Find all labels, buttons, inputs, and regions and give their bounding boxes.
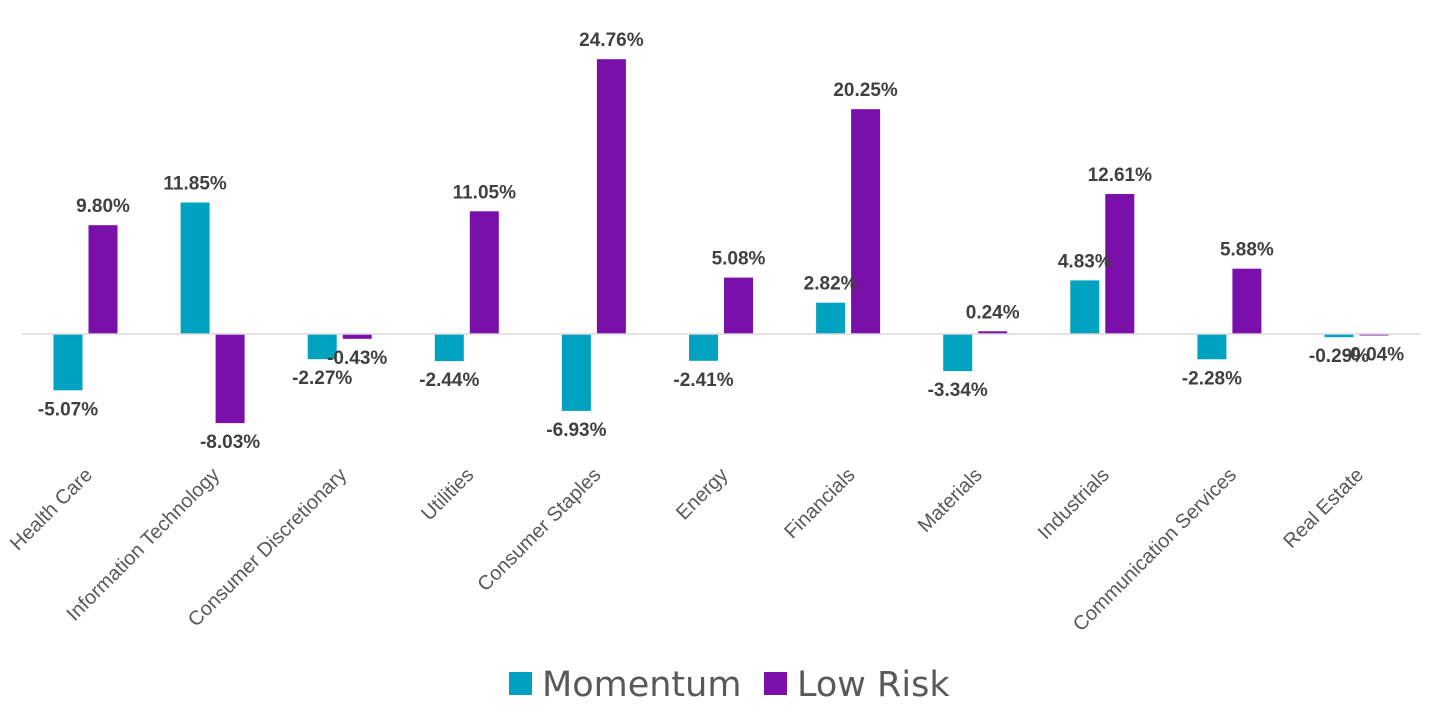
- bar-low-risk: [88, 225, 118, 334]
- legend-item-momentum: Momentum: [509, 665, 741, 705]
- bar-momentum: [53, 334, 83, 391]
- bar-low-risk: [469, 211, 499, 334]
- data-label: 20.25%: [833, 80, 898, 101]
- data-label: 24.76%: [579, 30, 644, 51]
- bar-low-risk: [215, 334, 245, 424]
- data-label: 0.24%: [966, 302, 1020, 323]
- legend-item-low-risk: Low Risk: [764, 665, 950, 705]
- data-label: 5.88%: [1220, 240, 1274, 261]
- bar-low-risk: [724, 277, 753, 334]
- category-label: Financials: [780, 464, 859, 543]
- data-label: -6.93%: [546, 420, 606, 441]
- bars-group: [53, 59, 1389, 424]
- data-label: -2.41%: [673, 370, 733, 391]
- bar-momentum: [180, 202, 210, 334]
- data-label: -0.29%: [1309, 346, 1369, 367]
- legend: Momentum Low Risk: [509, 665, 950, 705]
- bar-momentum: [1197, 334, 1227, 360]
- data-labels-group: -5.07% 9.80% 11.85% -8.03% -2.27%-0.43% -2.44…: [38, 30, 1404, 453]
- bar-momentum: [307, 334, 337, 360]
- data-label: 12.61%: [1088, 165, 1153, 186]
- category-label: Utilities: [417, 464, 478, 525]
- data-label: -2.27%: [292, 368, 352, 389]
- bar-low-risk: [851, 109, 881, 334]
- bar-low-risk: [596, 59, 626, 334]
- category-label: Health Care: [6, 464, 97, 555]
- data-label: 11.05%: [453, 182, 516, 203]
- data-label: -0.43%: [327, 348, 387, 369]
- category-label: Industrials: [1034, 464, 1114, 544]
- data-label: -5.07%: [38, 399, 98, 420]
- bar-momentum: [1324, 334, 1354, 338]
- bar-low-risk: [978, 331, 1008, 334]
- bar-momentum: [561, 334, 591, 411]
- legend-label: Momentum: [542, 665, 741, 705]
- legend-swatch: [764, 672, 787, 695]
- data-label: -2.44%: [419, 370, 479, 391]
- category-label: Real Estate: [1279, 464, 1368, 553]
- bar-momentum: [816, 302, 846, 334]
- data-label: 11.85%: [163, 174, 226, 195]
- data-label: 2.82%: [804, 274, 858, 295]
- bar-momentum: [943, 334, 973, 372]
- data-label: 4.83%: [1058, 251, 1112, 272]
- bar-momentum: [1070, 280, 1100, 334]
- category-label: Energy: [672, 464, 732, 524]
- bar-momentum: [434, 334, 464, 362]
- data-label: -3.34%: [928, 380, 988, 401]
- legend-label: Low Risk: [797, 665, 950, 705]
- data-label: 5.08%: [712, 249, 766, 270]
- data-label: -2.28%: [1182, 368, 1242, 389]
- bar-momentum: [689, 334, 718, 361]
- category-label: Materials: [914, 464, 987, 537]
- data-label: 9.80%: [76, 196, 130, 217]
- bar-low-risk: [1105, 194, 1135, 334]
- legend-swatch: [509, 672, 532, 695]
- data-label: -0.04%: [1344, 345, 1404, 366]
- bar-low-risk: [342, 334, 372, 339]
- category-label: Consumer Staples: [474, 464, 606, 596]
- bar-low-risk: [1232, 268, 1262, 334]
- data-label: -8.03%: [200, 432, 260, 453]
